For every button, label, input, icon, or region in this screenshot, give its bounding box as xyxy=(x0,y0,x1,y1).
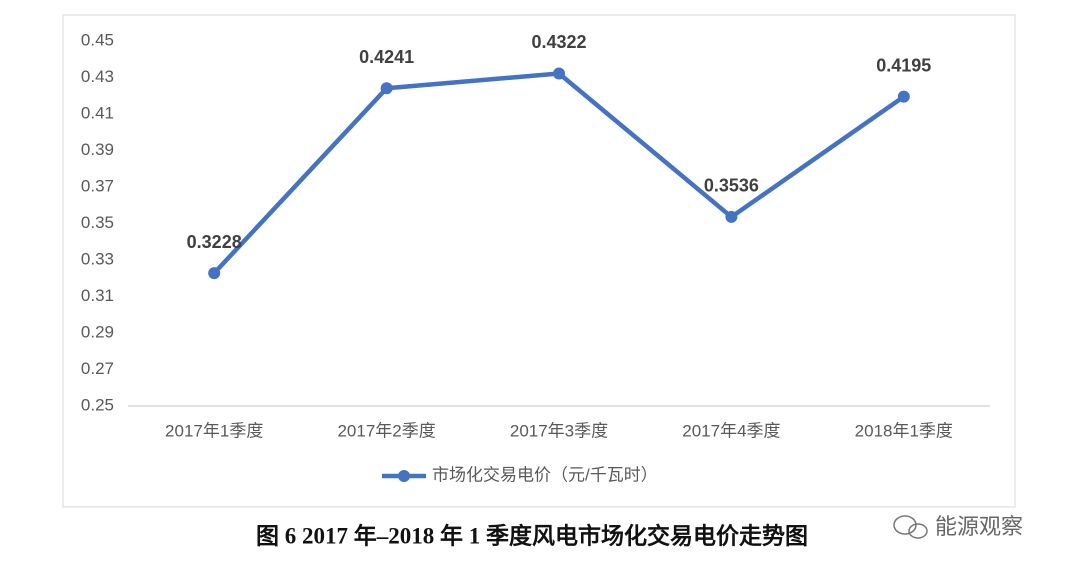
point xyxy=(725,210,738,223)
y-tick-label: 0.29 xyxy=(81,322,114,341)
y-tick-label: 0.39 xyxy=(81,140,114,159)
legend-marker xyxy=(398,470,410,482)
point xyxy=(208,267,221,280)
value-label: 0.3228 xyxy=(187,232,242,252)
value-label: 0.3536 xyxy=(704,176,759,196)
y-tick-label: 0.31 xyxy=(81,286,114,305)
chart-border xyxy=(62,14,1016,508)
y-tick-label: 0.45 xyxy=(81,30,114,49)
x-tick-label: 2017年2季度 xyxy=(337,421,435,440)
value-label: 0.4195 xyxy=(876,55,931,75)
value-label: 0.4322 xyxy=(531,32,586,52)
value-label: 0.4241 xyxy=(359,47,414,67)
x-tick-label: 2018年1季度 xyxy=(855,421,953,440)
y-tick-label: 0.41 xyxy=(81,103,114,122)
y-tick-label: 0.27 xyxy=(81,359,114,378)
y-tick-label: 0.35 xyxy=(81,213,114,232)
watermark: 能源观察 xyxy=(935,514,1023,539)
y-tick-label: 0.43 xyxy=(81,67,114,86)
point xyxy=(897,90,910,103)
watermark-icon xyxy=(893,515,928,539)
point xyxy=(553,67,565,80)
x-tick-label: 2017年4季度 xyxy=(682,421,780,440)
caption: 图 6 2017 年–2018 年 1 季度风电市场化交易电价走势图 xyxy=(256,522,808,548)
y-tick-label: 0.25 xyxy=(81,395,114,414)
point xyxy=(380,82,393,95)
y-tick-label: 0.33 xyxy=(81,249,114,268)
legend-label: 市场化交易电价（元/千瓦时） xyxy=(432,465,658,484)
x-tick-label: 2017年1季度 xyxy=(165,421,263,440)
x-tick-label: 2017年3季度 xyxy=(510,421,608,440)
y-tick-label: 0.37 xyxy=(81,176,114,195)
